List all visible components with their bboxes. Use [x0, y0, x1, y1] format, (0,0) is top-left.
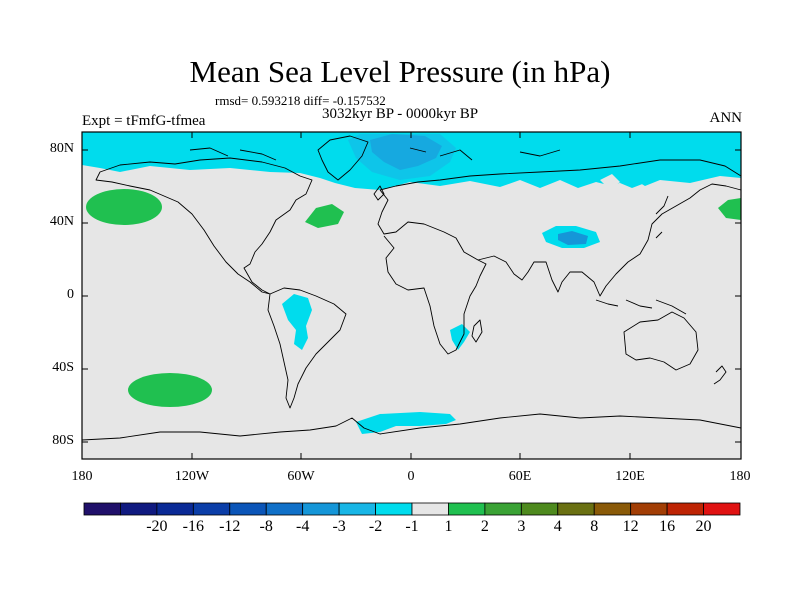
colorbar-label: -12: [219, 518, 241, 535]
colorbar-label: -8: [259, 518, 273, 535]
south-america-coastline: [267, 287, 347, 409]
colorbar-swatch: [156, 502, 194, 516]
australia-coastline: [623, 311, 699, 371]
y-tick-label: 80S: [52, 433, 74, 448]
colorbar-label: 12: [622, 518, 639, 535]
axis-ticks: [81, 132, 742, 459]
y-ticks-left: [82, 149, 88, 443]
tibet-blue-anomaly: [558, 231, 588, 245]
map-title: Mean Sea Level Pressure (in hPa): [189, 54, 611, 89]
eurasia-africa-coastline: [377, 159, 742, 355]
colorbar-swatch: [484, 502, 522, 516]
east-pacific-green-anomaly: [718, 198, 741, 220]
south-america-cyan-anomaly: [282, 294, 312, 350]
arctic-light-blue-anomaly: [348, 134, 456, 180]
new-zealand-coastline: [713, 365, 727, 385]
north-pacific-green-anomaly: [86, 189, 162, 225]
x-tick-label: 60W: [287, 469, 315, 484]
asia-south-coastline: [477, 183, 742, 297]
y-tick-label: 0: [67, 287, 74, 302]
x-ticks-top: [81, 132, 742, 138]
central-asia-cyan-spot: [620, 170, 645, 188]
colorbar-label: -20: [146, 518, 168, 535]
colorbar-swatch: [375, 502, 413, 516]
y-tick-label: 80N: [49, 141, 74, 156]
y-ticks-right: [735, 149, 741, 443]
southern-africa-cyan-anomaly: [450, 324, 470, 350]
colorbar-label: 16: [659, 518, 676, 535]
colorbar-swatch: [338, 502, 376, 516]
colorbar-label: 20: [695, 518, 712, 535]
x-tick-label: 60E: [508, 469, 532, 484]
siberia-cyan-patch: [600, 174, 620, 190]
x-tick-label: 180: [729, 469, 751, 484]
uk-coastline: [373, 185, 385, 201]
japan-coastline: [655, 195, 669, 239]
colorbar-swatch: [83, 502, 121, 516]
colorbar-swatch: [265, 502, 304, 516]
rmsd-diff-stats: rmsd= 0.593218 diff= -0.157532: [215, 93, 386, 108]
x-tick-label: 120W: [174, 469, 210, 484]
north-atlantic-green-anomaly: [305, 204, 344, 228]
colorbar-swatch: [703, 502, 741, 516]
season-label: ANN: [709, 110, 743, 126]
colorbar-swatch: [630, 502, 668, 516]
experiment-label: Expt = tFmfG-tfmea: [82, 113, 206, 129]
colorbar-swatch: [520, 502, 559, 516]
colorbar-label: 8: [590, 518, 599, 535]
colorbar-label: -2: [368, 518, 383, 535]
colorbar-swatch: [229, 502, 267, 516]
colorbar-swatch: [557, 502, 595, 516]
colorbar-label: -4: [295, 518, 310, 535]
madagascar-coastline: [471, 319, 483, 343]
colorbar-swatch: [666, 502, 704, 516]
colorbar-label: 3: [517, 518, 526, 535]
antarctica-coastline: [81, 413, 742, 441]
colorbar-swatch: [593, 502, 632, 516]
x-tick-label: 120E: [615, 469, 645, 484]
colorbar-label: 1: [444, 518, 453, 535]
greenland-coastline: [317, 135, 369, 181]
colorbar-swatch: [411, 502, 449, 516]
indonesia-coastline: [595, 299, 687, 315]
y-tick-label: 40S: [52, 360, 74, 375]
colorbar-label: 2: [480, 518, 489, 535]
colorbar-label: -16: [182, 518, 204, 535]
colorbar: [83, 502, 741, 516]
colorbar-swatch: [448, 502, 486, 516]
arctic-islands-coastline: [189, 147, 561, 161]
colorbar-label: -3: [332, 518, 346, 535]
north-america-coastline: [95, 157, 313, 295]
x-tick-label: 180: [71, 469, 93, 484]
x-tick-label: 0: [407, 469, 415, 484]
x-ticks-bottom: [81, 453, 742, 459]
colorbar-swatch: [192, 502, 231, 516]
colorbar-swatch: [302, 502, 340, 516]
colorbar-label: 4: [553, 518, 562, 535]
coastlines: [81, 135, 742, 441]
colorbar-swatch: [120, 502, 158, 516]
antarctic-cyan-anomaly: [356, 412, 456, 434]
y-tick-label: 40N: [49, 214, 74, 229]
south-pacific-green-anomaly: [128, 373, 212, 407]
time-period-label: 3032kyr BP - 0000kyr BP: [322, 106, 479, 122]
colorbar-label: -1: [405, 518, 419, 535]
